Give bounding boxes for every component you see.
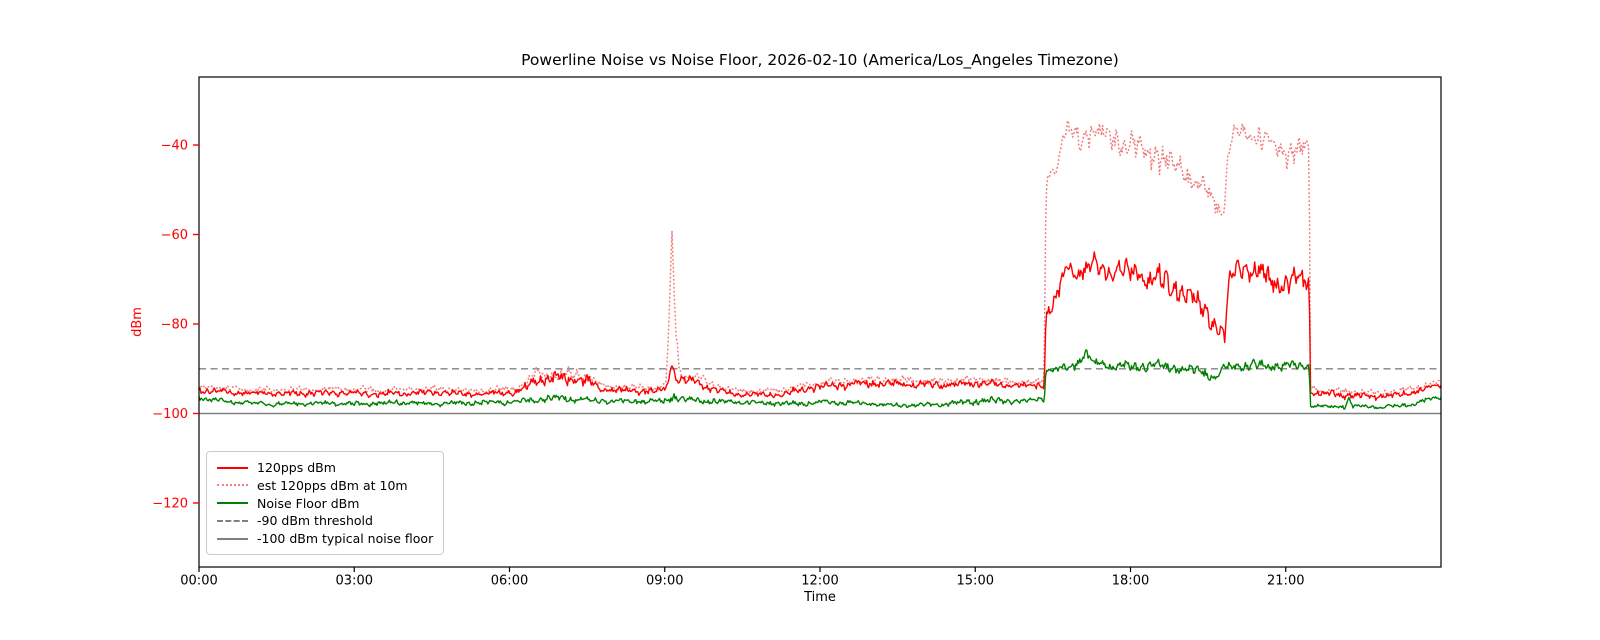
legend-label: Noise Floor dBm xyxy=(257,495,360,511)
series-line-2 xyxy=(198,349,1442,410)
y-tick-label: −120 xyxy=(152,497,188,512)
legend-line-sample-solid-green xyxy=(217,502,248,504)
legend-line-sample-solid-red xyxy=(217,466,248,469)
series-line-0 xyxy=(198,251,1442,402)
series-line-1 xyxy=(198,120,1442,397)
legend-label: est 120pps dBm at 10m xyxy=(257,477,408,493)
legend-item-typical-floor: -100 dBm typical noise floor xyxy=(217,530,433,547)
legend-item-120pps: 120pps dBm xyxy=(217,459,433,476)
y-tick-label: −40 xyxy=(161,139,188,154)
legend-line-sample-dotted-red xyxy=(217,484,248,487)
legend: 120pps dBm est 120pps dBm at 10m Noise F… xyxy=(206,451,445,555)
x-tick-label: 00:00 xyxy=(180,574,217,589)
x-tick-label: 03:00 xyxy=(336,574,373,589)
legend-label: -90 dBm threshold xyxy=(257,513,373,529)
x-tick-label: 12:00 xyxy=(801,574,838,589)
x-tick-label: 06:00 xyxy=(491,574,528,589)
legend-line-sample-dashed-gray xyxy=(217,519,248,522)
x-tick-label: 15:00 xyxy=(957,574,994,589)
y-tick-label: −100 xyxy=(152,407,188,422)
legend-item-noise-floor: Noise Floor dBm xyxy=(217,495,433,512)
legend-label: 120pps dBm xyxy=(257,460,336,475)
legend-item-threshold: -90 dBm threshold xyxy=(217,512,433,529)
y-tick-label: −80 xyxy=(161,318,188,333)
x-tick-label: 21:00 xyxy=(1267,574,1304,589)
legend-item-est-120pps: est 120pps dBm at 10m xyxy=(217,477,433,494)
x-axis-label: Time xyxy=(803,590,836,605)
chart-title: Powerline Noise vs Noise Floor, 2026-02-… xyxy=(521,51,1119,70)
legend-line-sample-solid-gray xyxy=(217,537,248,540)
x-tick-label: 09:00 xyxy=(646,574,683,589)
legend-label: -100 dBm typical noise floor xyxy=(257,531,434,546)
x-tick-label: 18:00 xyxy=(1112,574,1149,589)
y-axis-label: dBm xyxy=(130,307,145,337)
y-tick-label: −60 xyxy=(161,228,188,243)
